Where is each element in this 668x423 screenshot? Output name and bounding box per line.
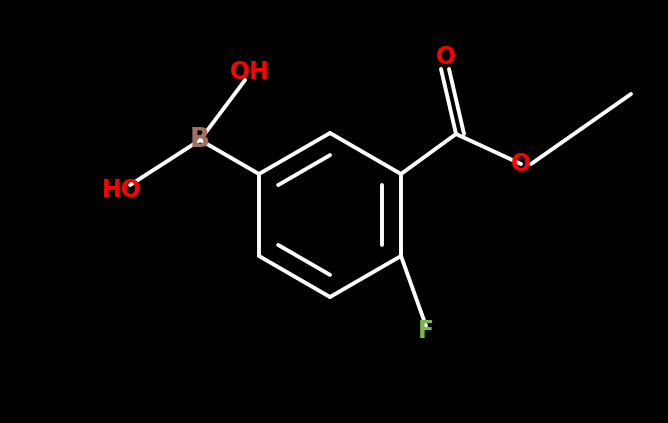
Text: HO: HO bbox=[102, 178, 142, 202]
Text: O: O bbox=[511, 152, 531, 176]
Text: B: B bbox=[190, 127, 210, 153]
Text: OH: OH bbox=[230, 60, 270, 84]
Text: O: O bbox=[436, 45, 456, 69]
Text: F: F bbox=[418, 319, 434, 343]
